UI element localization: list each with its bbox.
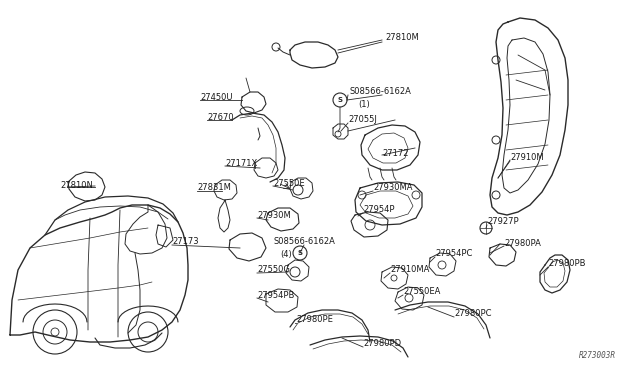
Text: 27550E: 27550E [273, 179, 305, 187]
Text: 27930M: 27930M [257, 211, 291, 219]
Text: S08566-6162A: S08566-6162A [273, 237, 335, 247]
Text: 27910MA: 27910MA [390, 266, 429, 275]
Text: 27980PC: 27980PC [454, 310, 492, 318]
Text: 27670: 27670 [207, 112, 234, 122]
Text: 27810N: 27810N [60, 182, 93, 190]
Text: 27930MA: 27930MA [373, 183, 413, 192]
Text: 27172: 27172 [382, 148, 408, 157]
Text: 27450U: 27450U [200, 93, 232, 102]
Text: 27980PE: 27980PE [296, 315, 333, 324]
Text: 27980PB: 27980PB [548, 260, 586, 269]
Text: 27171X: 27171X [225, 158, 257, 167]
Text: 27831M: 27831M [197, 183, 231, 192]
Text: 27980PA: 27980PA [504, 238, 541, 247]
Text: 27954PC: 27954PC [435, 250, 472, 259]
Text: R273003R: R273003R [579, 352, 616, 360]
Text: S: S [298, 250, 303, 256]
Text: 27954P: 27954P [363, 205, 394, 215]
Text: 27910M: 27910M [510, 154, 543, 163]
Text: (4): (4) [280, 250, 292, 260]
Text: 27980PD: 27980PD [363, 340, 401, 349]
Text: S08566-6162A: S08566-6162A [350, 87, 412, 96]
Text: 27173: 27173 [172, 237, 198, 247]
Text: 27954PB: 27954PB [257, 291, 294, 299]
Text: 27055J: 27055J [348, 115, 377, 125]
Text: 27927P: 27927P [487, 218, 518, 227]
Text: (1): (1) [358, 100, 370, 109]
Text: 27810M: 27810M [385, 33, 419, 42]
Text: S: S [337, 97, 342, 103]
Text: 27550EA: 27550EA [403, 288, 440, 296]
Text: 27550G: 27550G [257, 266, 290, 275]
